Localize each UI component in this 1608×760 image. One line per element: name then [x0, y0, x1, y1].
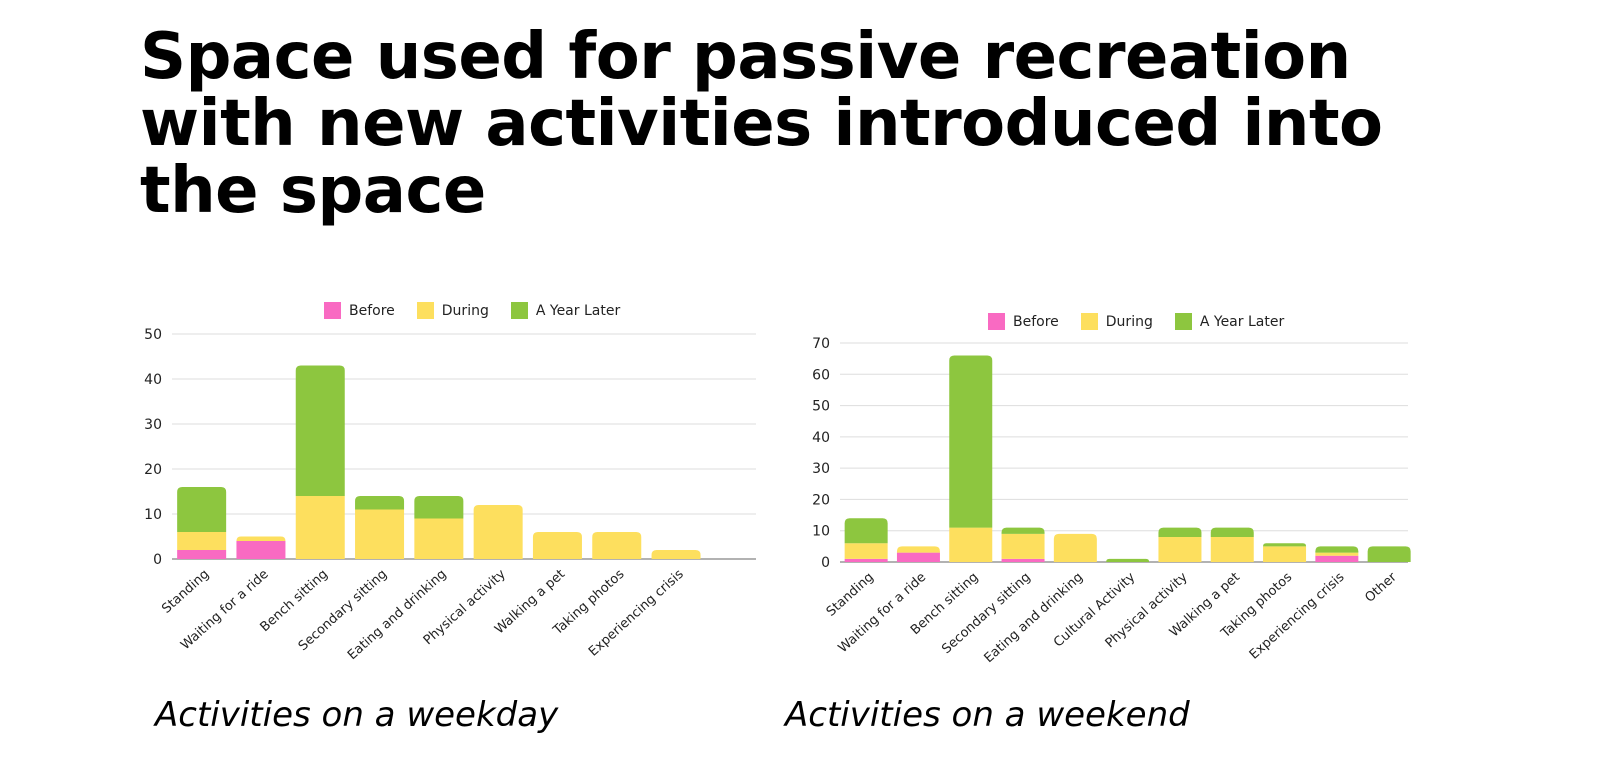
title-line: the space: [140, 154, 486, 228]
page-title: Space used for passive recreation with n…: [140, 24, 1440, 225]
legend-label: A Year Later: [1199, 313, 1285, 330]
bar-segment-during: [1315, 552, 1359, 556]
bar-segment-before: [1001, 558, 1045, 562]
bar-segment-during: [355, 509, 405, 559]
y-tick-label: 20: [812, 492, 830, 508]
x-category-label: Waiting for a ride: [836, 570, 929, 656]
bar-segment-during: [177, 532, 227, 550]
bar-segment-during: [651, 550, 701, 559]
y-tick-label: 10: [812, 524, 830, 540]
x-category-label: Other: [1362, 569, 1400, 605]
y-tick-label: 30: [144, 417, 162, 433]
bar-segment-during: [473, 505, 523, 559]
legend-label: Before: [349, 302, 395, 319]
bar-segment-year-later: [1315, 546, 1359, 553]
bar-segment-during: [949, 527, 993, 562]
x-category-label: Standing: [824, 570, 877, 620]
x-category-label: Standing: [159, 567, 212, 617]
weekend-chart-legend: Before During A Year Later: [988, 313, 1284, 330]
bar-segment-during: [592, 532, 642, 559]
legend-item-year-later: A Year Later: [510, 302, 621, 319]
bar-segment-during: [532, 532, 582, 559]
legend-swatch-before: [324, 302, 341, 319]
bar-segment-before: [177, 550, 227, 559]
legend-item-during: During: [1080, 313, 1153, 330]
legend-label: A Year Later: [535, 302, 621, 319]
legend-swatch-during: [416, 302, 434, 319]
bar-segment-during: [1158, 536, 1202, 562]
bar-segment-year-later: [844, 518, 888, 544]
bar-segment-year-later: [177, 487, 227, 532]
legend-item-before: Before: [988, 313, 1059, 330]
legend-swatch-year-later: [1174, 313, 1192, 330]
bar-segment-during: [844, 543, 888, 559]
y-tick-label: 50: [144, 327, 162, 343]
weekday-chart-legend: Before During A Year Later: [324, 302, 620, 319]
bar-segment-during: [1263, 546, 1307, 562]
x-category-label: Eating and drinking: [981, 570, 1086, 666]
y-tick-label: 0: [821, 555, 830, 571]
bar-segment-during: [1053, 533, 1097, 562]
legend-label: Before: [1013, 313, 1059, 330]
bar-segment-year-later: [949, 355, 993, 528]
legend-item-before: Before: [324, 302, 395, 319]
bar-segment-year-later: [1367, 546, 1411, 562]
legend-label: During: [441, 302, 489, 319]
bar-segment-year-later: [1263, 543, 1307, 547]
legend-swatch-year-later: [510, 302, 528, 319]
bar-segment-during: [896, 546, 940, 553]
bar-segment-year-later: [1106, 558, 1150, 562]
bar-segment-year-later: [355, 496, 405, 510]
legend-label: During: [1105, 313, 1153, 330]
y-tick-label: 30: [812, 461, 830, 477]
y-tick-label: 0: [153, 552, 162, 568]
bar-segment-before: [896, 552, 940, 562]
bar-segment-year-later: [414, 496, 464, 519]
bar-segment-year-later: [295, 365, 345, 496]
weekend-chart-caption: Activities on a weekend: [785, 695, 1190, 735]
x-category-label: Secondary sitting: [939, 570, 1034, 657]
bar-segment-before: [236, 541, 286, 559]
legend-item-during: During: [416, 302, 489, 319]
bar-segment-year-later: [1001, 527, 1045, 534]
y-tick-label: 20: [144, 462, 162, 478]
title-line: Space used for passive recreation: [140, 20, 1351, 94]
x-category-label: Experiencing crisis: [1247, 570, 1348, 663]
bar-segment-year-later: [1158, 527, 1202, 537]
bar-segment-before: [1315, 555, 1359, 562]
weekday-chart-caption: Activities on a weekday: [155, 695, 559, 735]
y-tick-label: 40: [812, 430, 830, 446]
bar-segment-year-later: [1210, 527, 1254, 537]
bar-segment-during: [414, 518, 464, 559]
legend-swatch-during: [1080, 313, 1098, 330]
legend-item-year-later: A Year Later: [1174, 313, 1285, 330]
bar-segment-during: [295, 496, 345, 559]
bar-segment-during: [1001, 533, 1045, 559]
title-line: with new activities introduced into: [140, 87, 1383, 161]
y-tick-label: 40: [144, 372, 162, 388]
y-tick-label: 10: [144, 507, 162, 523]
legend-swatch-before: [988, 313, 1005, 330]
bar-segment-during: [236, 536, 286, 541]
y-tick-label: 50: [812, 399, 830, 415]
bar-segment-during: [1210, 536, 1254, 562]
x-category-label: Eating and drinking: [345, 567, 450, 663]
y-tick-label: 70: [812, 336, 830, 352]
y-tick-label: 60: [812, 367, 830, 383]
bar-segment-before: [844, 558, 888, 562]
